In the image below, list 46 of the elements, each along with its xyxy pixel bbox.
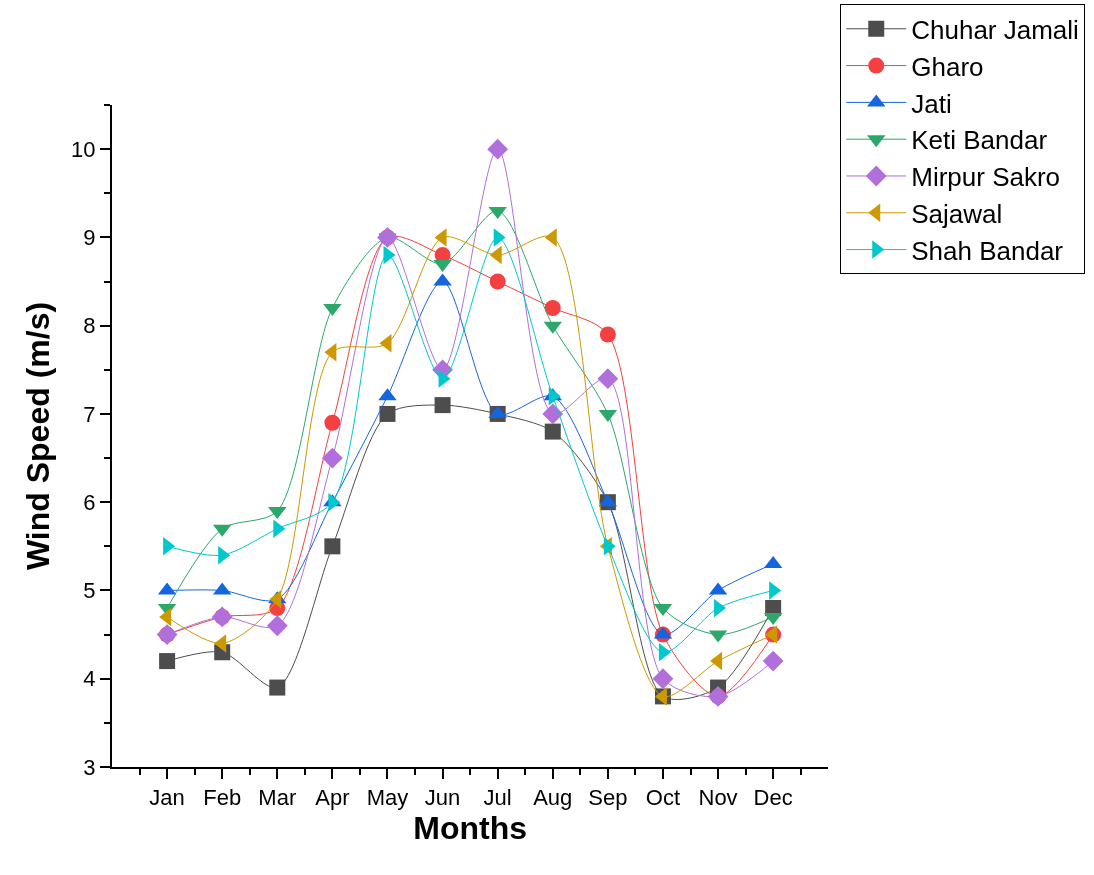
point (652, 668, 674, 690)
y-tick-label: 9 (83, 225, 96, 251)
point (542, 403, 564, 425)
point (489, 273, 506, 290)
legend-label: Chuhar Jamali (911, 14, 1079, 45)
x-tick-label: Nov (698, 785, 738, 811)
x-tick-label: Jun (424, 785, 461, 811)
x-tick-label: Mar (258, 785, 297, 811)
y-tick-label: 10 (71, 136, 96, 162)
point (434, 397, 451, 414)
x-tick-label: Apr (315, 785, 350, 811)
legend-label: Sajawal (911, 198, 1003, 229)
y-tick-label: 6 (83, 489, 96, 515)
legend-label: Jati (911, 88, 952, 119)
y-tick-label: 4 (83, 666, 96, 692)
x-tick-label: Aug (533, 785, 573, 811)
y-tick-label: 7 (83, 401, 96, 427)
legend-label: Shah Bandar (911, 235, 1064, 266)
x-tick-label: May (366, 785, 409, 811)
point (379, 405, 396, 422)
legend-label: Mirpur Sakro (911, 162, 1061, 193)
legend-label: Gharo (911, 51, 984, 82)
point (599, 326, 616, 343)
point (487, 138, 509, 160)
point (159, 653, 176, 670)
y-axis-title: Wind Speed (m/s) (19, 301, 56, 571)
point (269, 679, 286, 696)
point (324, 538, 341, 555)
point (321, 447, 343, 469)
point (266, 615, 288, 637)
x-tick-label: Jan (149, 785, 185, 811)
point (324, 414, 341, 431)
point (762, 650, 784, 672)
legend-label: Keti Bandar (911, 125, 1048, 156)
x-tick-label: Jul (483, 785, 512, 811)
point (544, 423, 561, 440)
x-tick-label: Feb (203, 785, 242, 811)
x-tick-label: Sep (588, 785, 628, 811)
x-tick-label: Dec (753, 785, 793, 811)
y-tick-label: 5 (83, 578, 96, 604)
y-tick-label: 3 (83, 754, 96, 780)
point (597, 368, 619, 390)
x-tick-label: Oct (645, 785, 681, 811)
x-axis-title: Months (413, 810, 527, 847)
point (544, 300, 561, 316)
y-tick-label: 8 (83, 313, 96, 339)
